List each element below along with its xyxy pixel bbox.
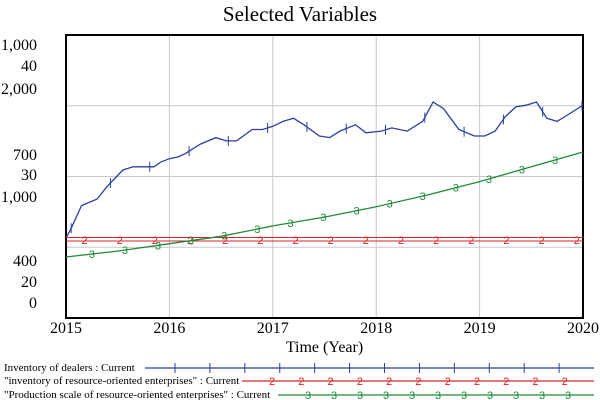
series-marker: 2 — [433, 235, 439, 247]
series-marker: 3 — [188, 236, 194, 248]
series-marker: 2 — [503, 235, 509, 247]
series-marker: 2 — [363, 235, 369, 247]
series-marker: 2 — [257, 235, 263, 247]
y-tick-label: 400 — [13, 253, 37, 270]
x-axis-label: Time (Year) — [286, 339, 363, 356]
legend-marker: 2 — [269, 376, 275, 388]
series-marker: 2 — [292, 235, 298, 247]
series-marker: 3 — [221, 231, 227, 243]
series-marker: 3 — [353, 206, 359, 218]
legend-marker: 3 — [539, 390, 545, 400]
x-tick-label: 2019 — [464, 320, 496, 337]
legend-marker: 3 — [357, 390, 363, 400]
series-marker: 3 — [420, 191, 426, 203]
legend-marker: 3 — [331, 390, 337, 400]
series-marker: 2 — [398, 235, 404, 247]
legend-marker: 3 — [383, 390, 389, 400]
series-marker: 3 — [519, 164, 525, 176]
series-line — [65, 151, 584, 258]
legend-marker: 3 — [487, 390, 493, 400]
series-marker: 2 — [574, 235, 580, 247]
series-marker: 3 — [387, 199, 393, 211]
legend-label: "inventory of resource-oriented enterpri… — [4, 375, 239, 387]
legend-marker: 3 — [461, 390, 467, 400]
series-marker: 2 — [117, 235, 123, 247]
legend-marker: 2 — [445, 376, 451, 388]
series-marker: 3 — [453, 183, 459, 195]
legend-marker: 2 — [474, 376, 480, 388]
x-tick-label: 2016 — [153, 320, 185, 337]
series-marker: 3 — [486, 174, 492, 186]
series-marker: 2 — [222, 235, 228, 247]
legend-label: "Production scale of resource-oriented e… — [4, 389, 270, 400]
series-marker: 2 — [82, 235, 88, 247]
legend-marker: 2 — [503, 376, 509, 388]
series-marker: 2 — [328, 235, 334, 247]
y-tick-label: 30 — [21, 167, 37, 184]
legend-marker: 3 — [409, 390, 415, 400]
series-marker: 3 — [155, 240, 161, 252]
y-tick-label: 0 — [29, 295, 37, 312]
x-tick-label: 2015 — [50, 320, 82, 337]
chart-title: Selected Variables — [222, 2, 378, 26]
legend-marker: 3 — [435, 390, 441, 400]
legend-marker: 2 — [415, 376, 421, 388]
y-tick-label: 1,000 — [1, 37, 37, 54]
series-marker: 3 — [552, 155, 558, 167]
y-tick-label: 40 — [21, 58, 37, 75]
series-marker: 2 — [468, 235, 474, 247]
legend-marker: 2 — [298, 376, 304, 388]
series-marker: 3 — [287, 218, 293, 230]
legend-marker: 3 — [305, 390, 311, 400]
x-tick-label: 2018 — [360, 320, 392, 337]
legend-marker: 2 — [357, 376, 363, 388]
legend-marker: 2 — [386, 376, 392, 388]
legend-marker: 2 — [562, 376, 568, 388]
legend-marker: 3 — [565, 390, 571, 400]
legend-marker: 2 — [327, 376, 333, 388]
y-tick-label: 1,000 — [1, 189, 37, 206]
y-tick-label: 20 — [21, 274, 37, 291]
series-marker: 2 — [152, 235, 158, 247]
y-tick-label: 2,000 — [1, 81, 37, 98]
series-marker: 3 — [254, 224, 260, 236]
plot-frame — [65, 34, 584, 319]
legend-marker: 3 — [513, 390, 519, 400]
y-tick-label: 700 — [13, 147, 37, 164]
series-marker: 2 — [539, 235, 545, 247]
x-tick-label: 2017 — [257, 320, 289, 337]
series-line — [65, 101, 584, 239]
series-marker: 3 — [122, 245, 128, 257]
legend-label: Inventory of dealers : Current — [4, 362, 135, 374]
series-marker: 3 — [89, 249, 95, 261]
legend-marker: 2 — [532, 376, 538, 388]
x-tick-label: 2020 — [567, 320, 599, 337]
series-marker: 3 — [320, 212, 326, 224]
